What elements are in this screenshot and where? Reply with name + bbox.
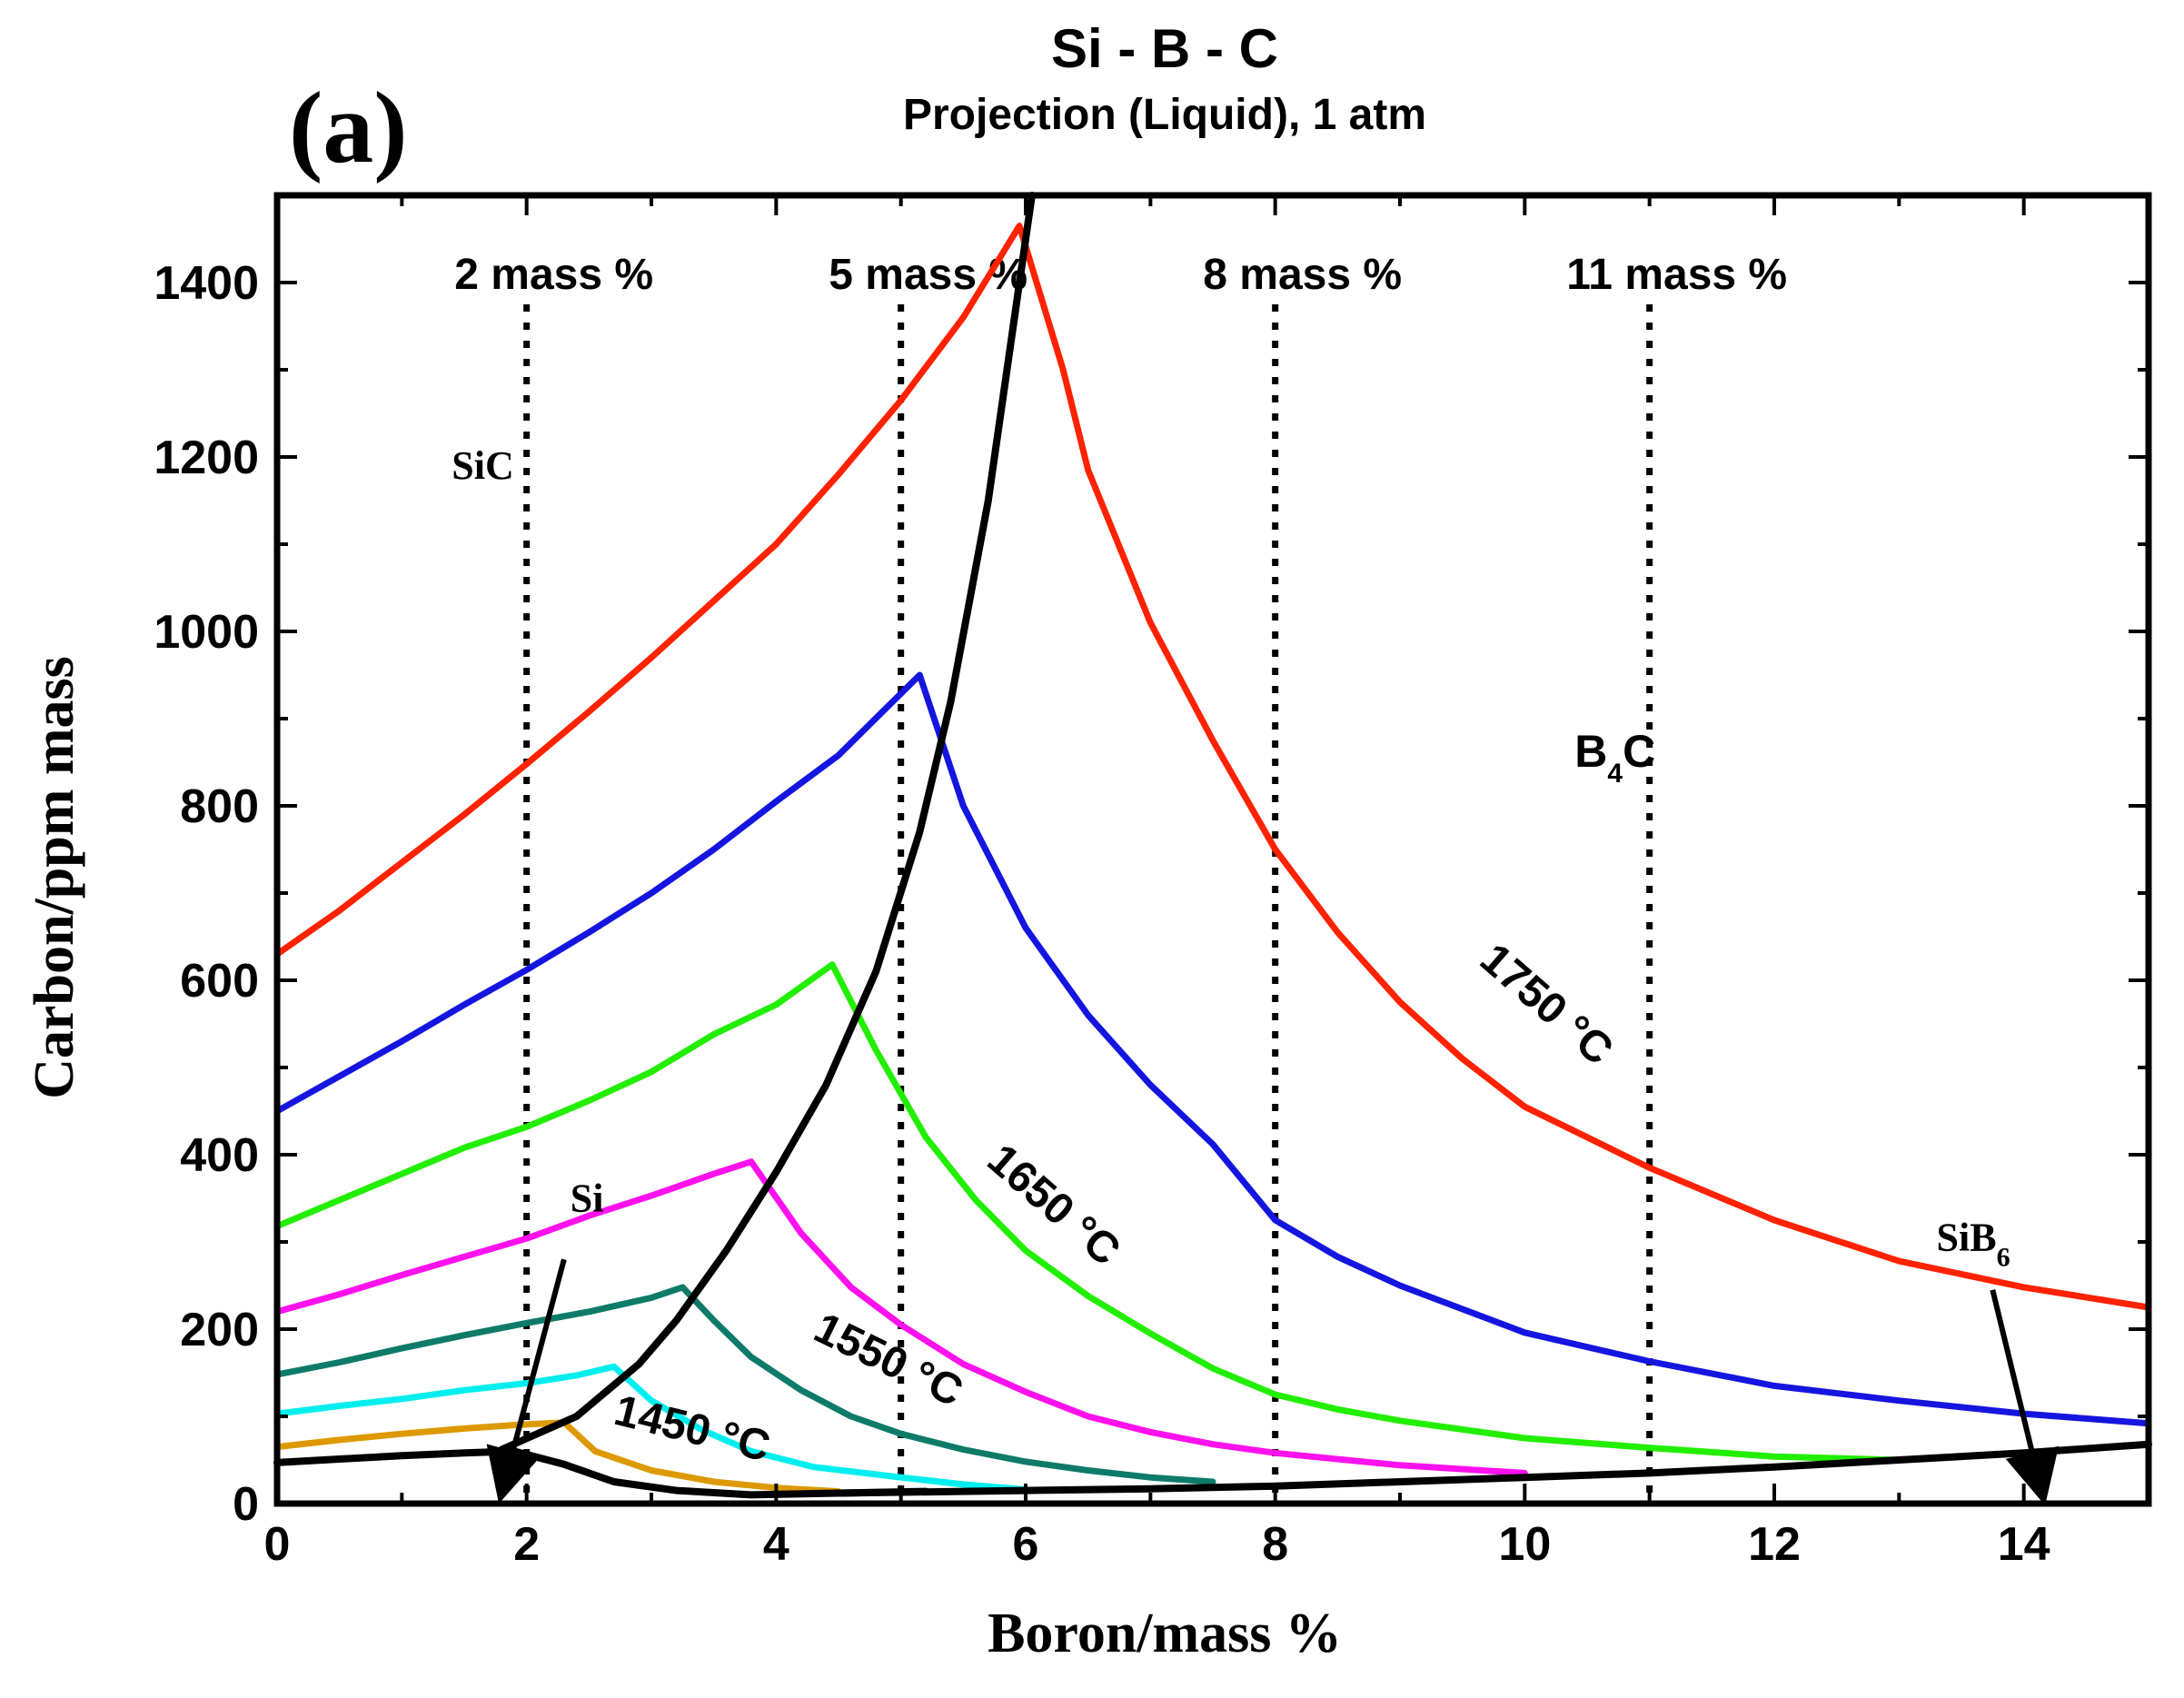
y-tick-label: 1200: [154, 432, 259, 484]
x-tick-label: 14: [1998, 1518, 2050, 1571]
reference-lines: 2 mass % 5 mass % 8 mass % 11 mass %: [454, 251, 1787, 1493]
x-axis-label: Boron/mass %: [988, 1603, 1342, 1664]
x-tick-label: 8: [1262, 1518, 1288, 1571]
isotherm-curve: [273, 1284, 1216, 1485]
phase-boundaries: [273, 192, 2152, 1499]
axes: 0 2 4 6 8 10 12 14 0 200 400 600 800 1000 1200 1400: [154, 192, 2152, 1571]
isotherm-curve: [273, 1158, 1528, 1476]
y-tick-label: 400: [180, 1129, 259, 1182]
isotherm-label: 1650 °C: [978, 1135, 1129, 1275]
isotherm-curve: [273, 1363, 1029, 1494]
reference-line-label: 5 mass %: [829, 251, 1027, 299]
y-tick-label: 200: [180, 1304, 259, 1356]
y-tick-label: 1400: [154, 257, 259, 310]
isotherm-curves: [273, 223, 2152, 1495]
x-tick-label: 4: [763, 1518, 789, 1571]
y-axis-label: Carbon/ppm mass: [24, 656, 85, 1099]
phase-label: B4C: [1574, 726, 1655, 789]
phase-boundary-line: [273, 1447, 930, 1499]
isotherm-curve: [273, 223, 2152, 1311]
x-tick-label: 2: [513, 1518, 540, 1571]
x-tick-label: 0: [264, 1518, 291, 1571]
x-tick-label: 12: [1748, 1518, 1801, 1571]
annotation-arrow: [1990, 1289, 2060, 1506]
phase-label: SiB6: [1937, 1216, 2010, 1273]
panel-label: (a): [289, 72, 408, 184]
reference-line-label: 8 mass %: [1203, 251, 1402, 299]
isotherm-curve: [273, 961, 1902, 1464]
isotherm-label: 1450 °C: [610, 1386, 775, 1472]
y-tick-label: 0: [233, 1478, 259, 1531]
x-tick-label: 10: [1498, 1518, 1551, 1571]
x-tick-label: 6: [1013, 1518, 1039, 1571]
y-tick-label: 1000: [154, 606, 259, 659]
isotherm-label: 1750 °C: [1471, 935, 1622, 1075]
y-tick-label: 600: [180, 955, 259, 1008]
chart-title: Si - B - C: [1051, 18, 1278, 79]
plot-frame: [273, 192, 2152, 1507]
phase-label: Si: [571, 1176, 604, 1220]
chart-subtitle: Projection (Liquid), 1 atm: [903, 91, 1426, 139]
phase-boundary-line: [498, 192, 1036, 1454]
y-tick-label: 800: [180, 780, 259, 833]
annotation-arrow: [486, 1258, 567, 1504]
reference-line-label: 2 mass %: [454, 251, 653, 299]
reference-line-label: 11 mass %: [1566, 251, 1787, 299]
phase-label: SiC: [452, 443, 513, 488]
isotherm-curve: [273, 671, 2152, 1427]
isotherm-label: 1550 °C: [807, 1304, 970, 1416]
phase-boundary-line: [835, 1440, 2152, 1497]
